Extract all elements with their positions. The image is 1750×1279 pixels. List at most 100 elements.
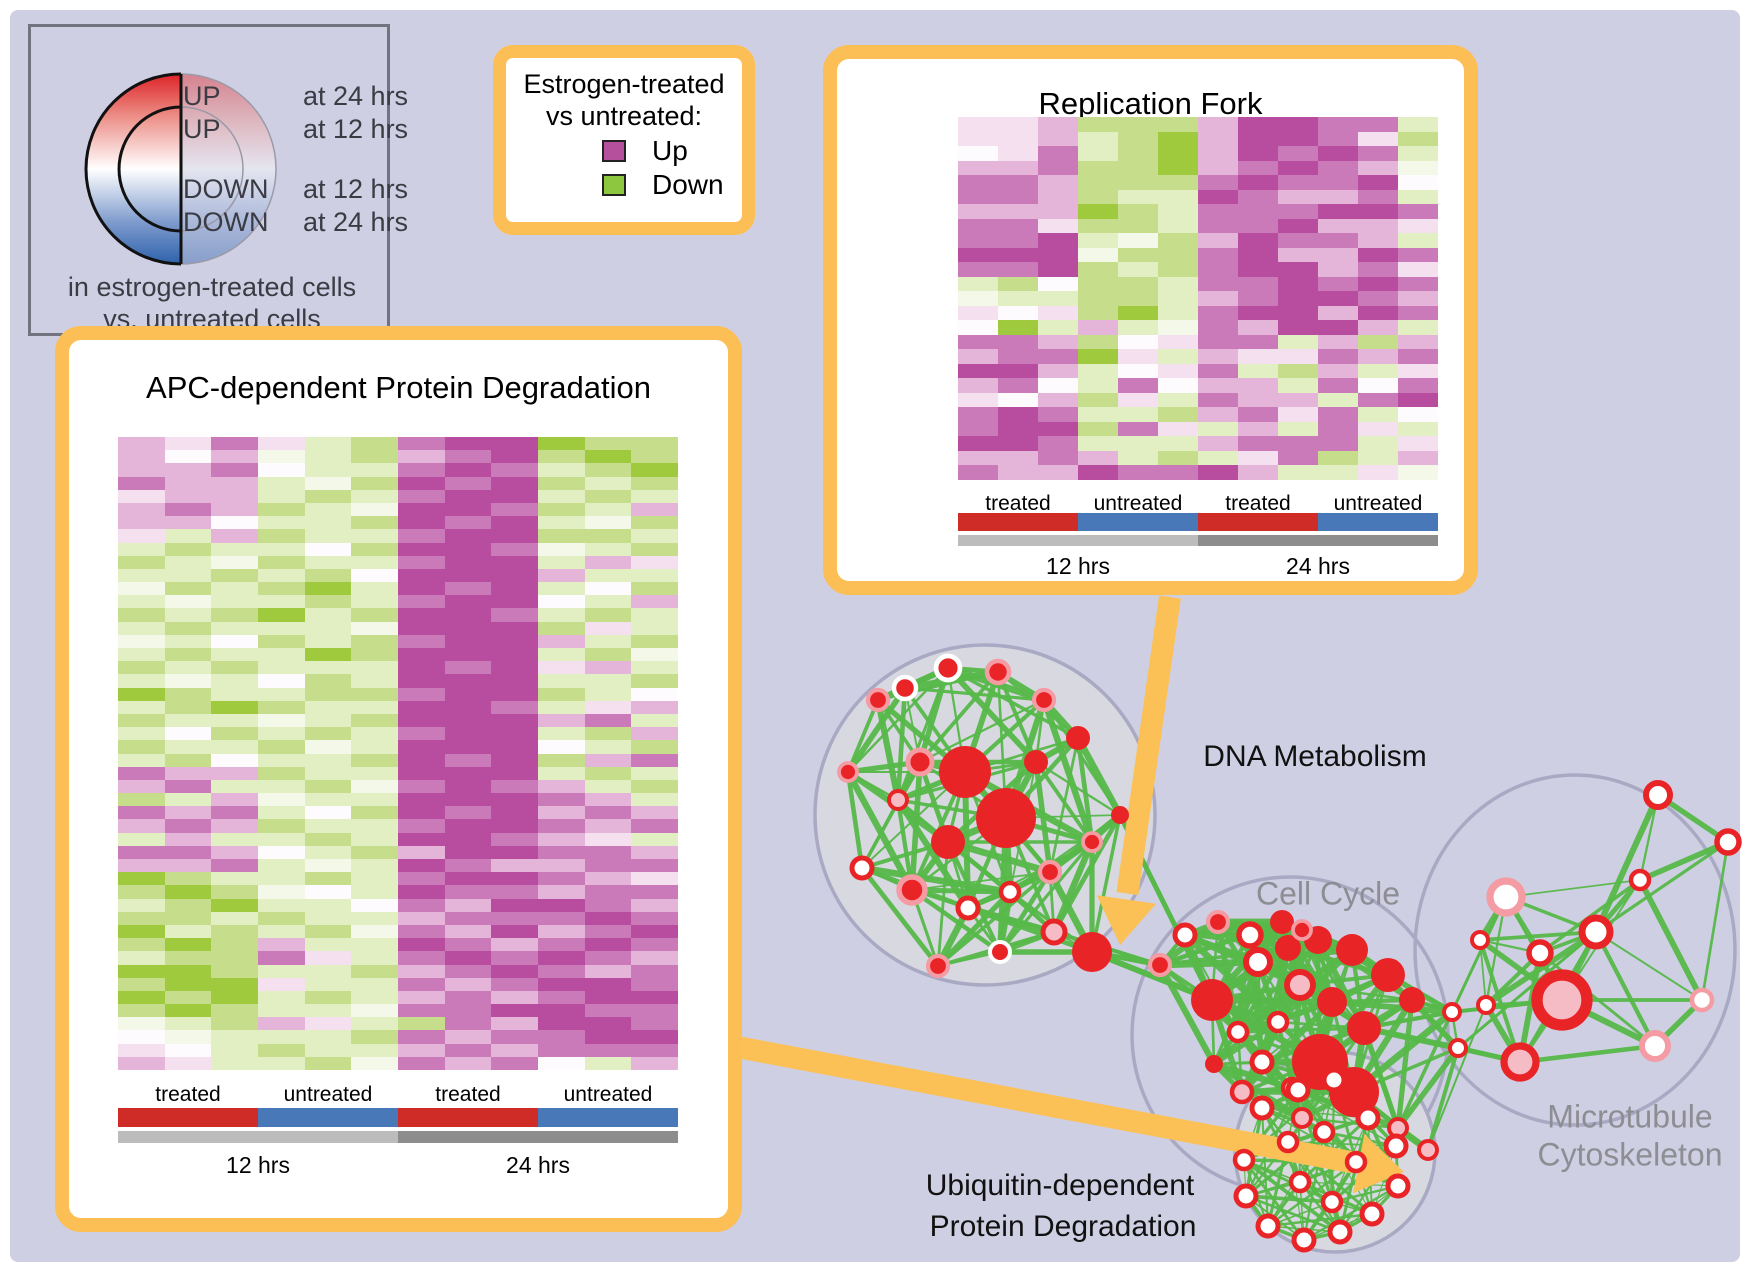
heatmap-cell [631, 793, 678, 807]
heatmap-cell [211, 753, 258, 767]
heatmap-cell [304, 608, 352, 622]
heatmap-cell [491, 555, 538, 569]
gene-node-cell-cycle [1266, 1010, 1290, 1034]
heatmap-cell [351, 938, 398, 952]
gene-node-cell-cycle [1236, 921, 1264, 949]
heatmap-cell [211, 990, 258, 1005]
network-edge [1478, 939, 1522, 1063]
heatmap-cell [398, 859, 445, 873]
heatmap-cell [491, 608, 538, 622]
heatmap-cell [1198, 247, 1238, 263]
gene-node-cell-cycle [1226, 1020, 1250, 1044]
heatmap-cell [1398, 334, 1438, 350]
heatmap-cell [1198, 349, 1238, 364]
heatmap-cell [118, 845, 165, 859]
heatmap-cell [631, 977, 678, 991]
heatmap-cell [1158, 146, 1198, 161]
heatmap-cell [118, 924, 165, 939]
heatmap-cell [631, 845, 678, 859]
heatmap-cell [584, 779, 632, 794]
network-bridge-edge [1450, 896, 1508, 1013]
heatmap-cell [304, 872, 352, 886]
cluster-label: Microtubule [1547, 1098, 1713, 1135]
heatmap-cell [164, 476, 212, 490]
heatmap-cell [398, 661, 445, 675]
heatmap-cell [304, 766, 352, 780]
heatmap-cell [164, 793, 212, 807]
cluster-label: Cytoskeleton [1537, 1136, 1723, 1173]
heatmap-cell [1238, 363, 1278, 379]
heatmap-cell [304, 779, 352, 794]
heatmap-cell [1278, 450, 1318, 466]
heatmap-cell [958, 363, 998, 379]
network-edge [936, 841, 950, 967]
heatmap-cell [1238, 305, 1278, 321]
gene-node-microtubule-cytoskeleton [1526, 939, 1554, 967]
heatmap-cell [584, 806, 632, 820]
heatmap-cell [211, 476, 258, 490]
heatmap-cell [164, 502, 212, 517]
heatmap-cell [444, 476, 492, 490]
heatmap-cell [398, 911, 445, 925]
heatmap-cell [1358, 146, 1398, 161]
heatmap-cell [118, 502, 165, 517]
gene-node-dna-metabolism [1024, 750, 1048, 774]
heatmap-cell [1078, 305, 1118, 321]
heatmap-cell [491, 832, 538, 846]
heatmap-cell [1158, 233, 1198, 248]
heatmap-cell [538, 845, 585, 859]
heatmap-cell [1398, 117, 1438, 132]
heatmap-cell [538, 463, 585, 477]
gene-node-microtubule-cytoskeleton [1628, 868, 1652, 892]
heatmap-cell [351, 1004, 398, 1018]
heatmap-cell [584, 463, 632, 477]
heatmap-cell [304, 595, 352, 609]
heatmap-cell [538, 898, 585, 912]
heatmap-cell [584, 687, 632, 701]
network-edge [861, 864, 1011, 896]
heatmap-cell [998, 117, 1038, 132]
heatmap-cell [444, 779, 492, 794]
network-edge [947, 838, 1051, 876]
heatmap-cell [118, 568, 165, 583]
heatmap-cell [211, 568, 258, 583]
heatmap-cell [211, 450, 258, 464]
heatmap-cell [118, 476, 165, 490]
heatmap-cell [584, 938, 632, 952]
heatmap-cell [351, 1017, 398, 1031]
heatmap-cell [584, 727, 632, 741]
gene-node-dna-metabolism [849, 855, 875, 881]
heatmap-cell [444, 463, 492, 477]
heatmap-cell [584, 885, 632, 899]
heatmap-cell [1078, 233, 1118, 248]
heatmap-cell [1238, 175, 1278, 190]
heatmap-cell [1038, 334, 1078, 350]
callout-arrow-shaft [1116, 595, 1181, 896]
heatmap-cell [211, 700, 258, 714]
heatmap-cell [584, 753, 632, 767]
heatmap-cell [164, 938, 212, 952]
heatmap-cell [998, 392, 1038, 408]
heatmap-cell [211, 674, 258, 688]
heatmap-cell [1398, 204, 1438, 219]
heatmap-cell [444, 1056, 492, 1070]
heatmap-cell [1238, 320, 1278, 335]
heatmap-cell [1158, 465, 1198, 480]
network-edge [911, 887, 1011, 895]
heatmap-cell [211, 806, 258, 820]
heatmap-cell [958, 305, 998, 321]
heatmap-cell [1278, 233, 1318, 248]
heatmap-cell [491, 516, 538, 530]
gene-node-microtubule-cytoskeleton [1689, 987, 1715, 1013]
network-edge [1260, 1107, 1270, 1227]
heatmap-cell [1078, 218, 1118, 234]
gene-node-ubiquitin-protein-degradation [1385, 1173, 1411, 1199]
heatmap-cell [538, 1004, 585, 1018]
heatmap-cell [1358, 262, 1398, 277]
heatmap-cell [491, 977, 538, 991]
heatmap-cell [351, 779, 398, 794]
heatmap-cell [538, 582, 585, 596]
heatmap-cell [351, 964, 398, 978]
gene-node-cell-cycle [1191, 979, 1233, 1021]
heatmap-cell [584, 516, 632, 530]
